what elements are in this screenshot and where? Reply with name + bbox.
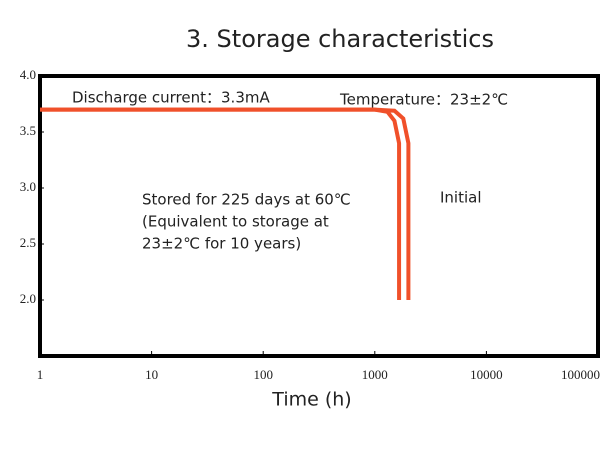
y-tick-label: 3.5: [20, 123, 36, 138]
y-tick-label: 4.0: [20, 67, 36, 82]
y-tick-label: 2.5: [20, 235, 36, 250]
annotation: Discharge current：3.3mA: [72, 89, 270, 107]
annotation: Stored for 225 days at 60℃: [142, 191, 351, 209]
plot-frame: [38, 74, 600, 358]
x-tick-label: 10000: [470, 367, 503, 382]
line-series: [40, 107, 411, 300]
x-tick-label: 1: [37, 367, 44, 382]
x-tick-label: 1000: [362, 367, 388, 382]
chart-title: 3. Storage characteristics: [186, 25, 494, 53]
annotation: (Equivalent to storage at: [142, 213, 329, 231]
x-axis-label: Time (h): [271, 389, 351, 411]
annotation: Temperature：23±2℃: [339, 91, 508, 109]
x-tick-label: 10: [145, 367, 158, 382]
annotation: Initial: [440, 189, 482, 207]
y-tick-label: 3.0: [20, 179, 36, 194]
annotation: 23±2℃ for 10 years): [142, 235, 301, 253]
y-tick-label: 2.0: [20, 291, 36, 306]
x-tick-label: 100000: [561, 367, 600, 382]
x-tick-label: 100: [253, 367, 273, 382]
